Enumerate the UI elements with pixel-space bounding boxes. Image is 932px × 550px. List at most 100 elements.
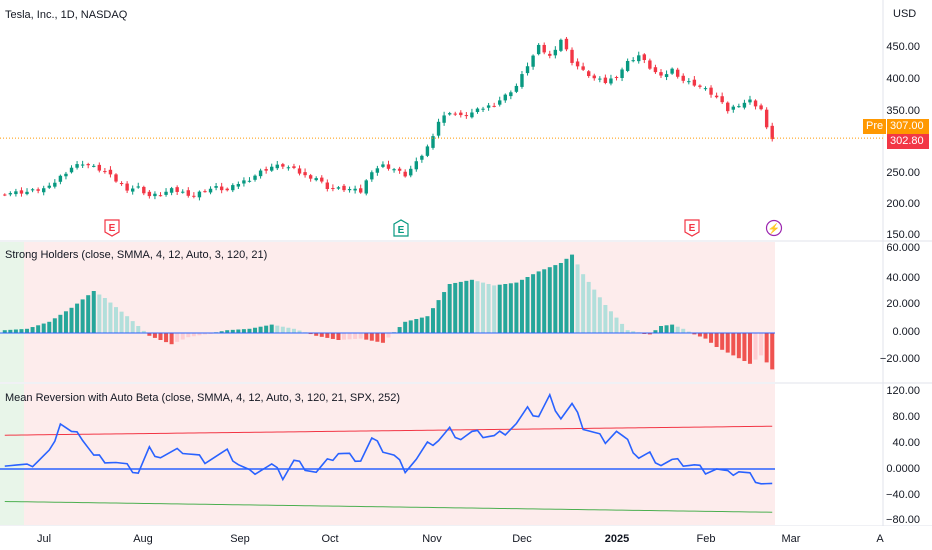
histogram-bar	[675, 326, 680, 333]
histogram-bar	[397, 327, 402, 333]
candle-body	[409, 168, 413, 176]
candle-body	[726, 102, 730, 112]
candle-body	[281, 164, 285, 167]
chart-area[interactable]	[0, 0, 932, 527]
histogram-bar	[8, 329, 13, 333]
histogram-bar	[475, 281, 480, 333]
histogram-bar	[436, 300, 441, 333]
histogram-bar	[225, 330, 230, 333]
candle-body	[431, 136, 435, 148]
candle-body	[753, 100, 758, 107]
lower-band-line	[4, 501, 773, 513]
earnings-icon[interactable]: E	[393, 219, 409, 237]
candle-body	[30, 189, 35, 191]
candle-body	[603, 77, 608, 84]
price-tick: 450.00	[886, 41, 920, 53]
histogram-bar	[241, 329, 246, 333]
candle-body	[219, 186, 224, 191]
histogram-bar	[664, 325, 669, 333]
currency-button[interactable]: USD	[893, 8, 917, 20]
histogram-bar	[575, 264, 580, 333]
histogram-bar	[714, 333, 719, 347]
histogram-bar	[314, 333, 319, 336]
histogram-bar	[614, 317, 619, 333]
histogram-bar	[86, 295, 91, 333]
histogram-bar	[608, 311, 613, 333]
candle-body	[764, 109, 769, 128]
candle-body	[153, 193, 157, 197]
candle-body	[320, 177, 324, 182]
candle-body	[186, 190, 190, 196]
candle-body	[270, 166, 274, 171]
price-tick: 350.00	[886, 105, 920, 117]
histogram-bar	[258, 326, 263, 333]
candle-body	[286, 167, 291, 169]
histogram-bar	[69, 307, 74, 333]
candle-body	[375, 168, 380, 173]
candle-body	[192, 195, 196, 197]
pane3-tick: 80.00	[892, 411, 920, 423]
candle-body	[492, 105, 496, 107]
candle-body	[58, 175, 63, 182]
earnings-icon[interactable]: E	[104, 219, 120, 237]
candle-body	[531, 55, 535, 67]
chart-canvas[interactable]	[0, 0, 932, 527]
upper-band-line	[4, 425, 773, 436]
histogram-bar	[536, 271, 541, 333]
candle-body	[698, 85, 702, 87]
histogram-bar	[353, 333, 358, 339]
histogram-bar	[130, 321, 135, 333]
histogram-bar	[469, 279, 474, 333]
pane2-tick: −20.000	[879, 353, 920, 365]
candle-body	[464, 115, 469, 117]
histogram-bar	[358, 333, 363, 339]
candle-body	[581, 66, 585, 70]
candle-body	[553, 49, 558, 56]
mean-reversion-title[interactable]: Mean Reversion with Auto Beta (close, SM…	[5, 392, 400, 404]
candle-body	[714, 95, 719, 98]
strong-holders-title[interactable]: Strong Holders (close, SMMA, 4, 12, Auto…	[5, 249, 268, 261]
candle-body	[720, 96, 724, 103]
candle-body	[181, 191, 185, 193]
candle-body	[520, 74, 524, 87]
histogram-bar	[603, 305, 608, 333]
histogram-bar	[364, 333, 369, 340]
candle-body	[620, 69, 624, 78]
candle-body	[42, 188, 46, 193]
candle-body	[525, 66, 530, 74]
pre-market-price: 307.00	[887, 119, 929, 134]
earnings-label: E	[689, 223, 696, 234]
earnings-label: E	[398, 225, 405, 236]
time-tick: Dec	[512, 533, 532, 545]
lightning-icon[interactable]: ⚡	[765, 219, 783, 237]
histogram-bar	[169, 333, 174, 345]
candle-body	[648, 60, 652, 69]
candle-body	[136, 186, 140, 188]
price-tick: 250.00	[886, 167, 920, 179]
candle-body	[3, 194, 7, 196]
candle-body	[297, 168, 302, 174]
regime-band-green	[0, 384, 24, 525]
histogram-bar	[419, 317, 424, 333]
candle-body	[325, 182, 330, 190]
earnings-icon[interactable]: E	[684, 219, 700, 237]
histogram-bar	[564, 258, 569, 333]
time-tick: Sep	[230, 533, 250, 545]
candle-body	[559, 39, 563, 51]
candle-body	[759, 105, 763, 110]
histogram-bar	[319, 333, 324, 337]
histogram-bar	[697, 333, 702, 337]
candle-body	[75, 164, 79, 168]
split-label: ⚡	[768, 222, 780, 235]
candle-body	[536, 44, 541, 55]
histogram-bar	[102, 298, 107, 333]
candle-body	[108, 169, 113, 175]
histogram-bar	[430, 308, 435, 333]
histogram-bar	[747, 333, 752, 364]
histogram-bar	[191, 333, 196, 337]
candle-body	[631, 60, 635, 62]
candle-body	[475, 108, 480, 113]
candle-body	[247, 180, 252, 182]
histogram-bar	[631, 331, 636, 333]
histogram-bar	[152, 333, 157, 338]
